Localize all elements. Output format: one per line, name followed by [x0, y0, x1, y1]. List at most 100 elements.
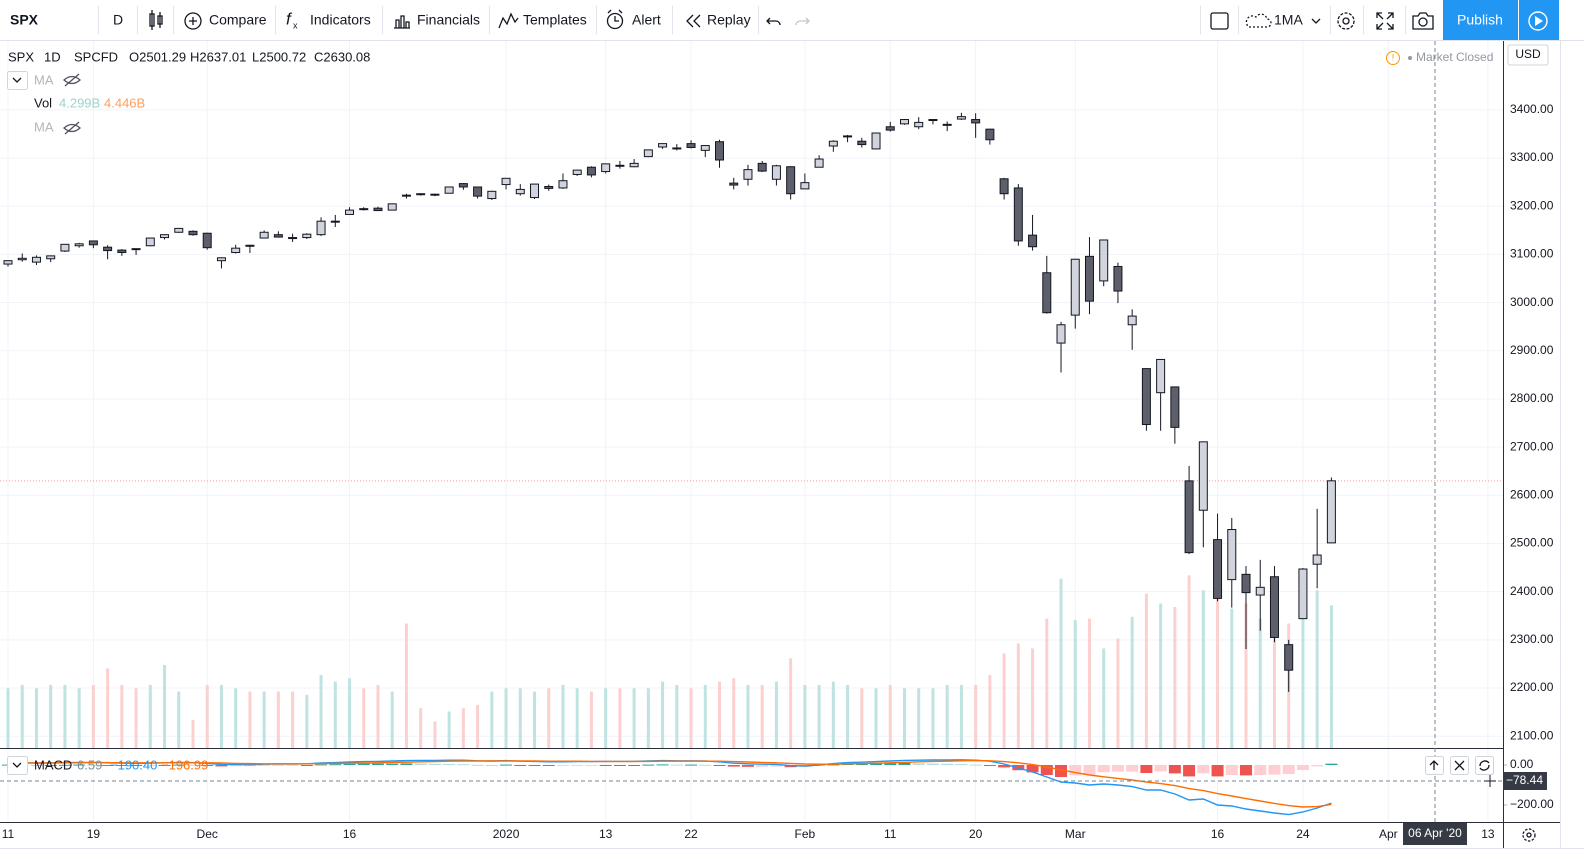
legend-volume-ma: 4.446B [104, 95, 145, 110]
maximize-pane-button[interactable] [1475, 756, 1494, 775]
legend-volume: Vol [34, 95, 52, 110]
x-tick-label: 11 [884, 827, 897, 841]
volume-bar [988, 674, 992, 748]
macd-histogram-bar [827, 764, 840, 766]
candle-body [473, 186, 483, 197]
candle-body [1056, 324, 1066, 344]
macd-histogram-bar [941, 763, 954, 765]
indicators-button[interactable]: f x Indicators [286, 9, 371, 30]
macd-histogram-bar [371, 763, 384, 765]
crosshair-date-bg [1403, 823, 1467, 845]
candle-body [686, 143, 696, 148]
volume-bar [1216, 598, 1220, 748]
volume-bar [1301, 598, 1305, 748]
icon: x [293, 20, 298, 30]
currency-badge[interactable] [1507, 44, 1549, 66]
macd-histogram-bar [770, 765, 783, 767]
volume-bar [49, 684, 53, 748]
y-tick-label: 2100.00 [1510, 728, 1554, 742]
fullscreen-button[interactable] [1376, 12, 1394, 30]
symbol-search[interactable]: SPX [10, 12, 39, 28]
volume-bar [1087, 618, 1091, 748]
volume-bar [1073, 620, 1077, 748]
redo-button[interactable] [795, 17, 810, 26]
volume-bar [945, 684, 949, 748]
macd-histogram-bar [670, 764, 683, 766]
candle-body [74, 243, 84, 247]
x-tick-label: 16 [343, 827, 357, 841]
legend-toggle[interactable] [7, 756, 28, 775]
volume-bar [888, 684, 892, 748]
legend-high: H2637.01 [190, 49, 246, 64]
candle-body [430, 193, 440, 196]
chart-style-button[interactable] [149, 10, 163, 30]
macd-histogram-bar [1083, 765, 1096, 775]
volume-bar [1159, 603, 1163, 748]
volume-bar [974, 684, 978, 748]
y-tick-label: −200.00 [1510, 797, 1554, 811]
compare-button[interactable]: Compare [184, 12, 267, 30]
hidden-eye[interactable] [63, 121, 81, 135]
macd-histogram-bar [215, 765, 228, 767]
layout-button[interactable] [1210, 12, 1229, 30]
y-tick-label: 2500.00 [1510, 536, 1554, 550]
y-tick-label: 2900.00 [1510, 343, 1554, 357]
crosshair-date: 06 Apr '20 [1408, 826, 1462, 840]
macd-histogram-bar [115, 765, 128, 766]
candle-body [1184, 480, 1194, 554]
interval-button[interactable]: D [113, 12, 123, 28]
alert-button[interactable]: Alert [606, 9, 661, 30]
macd-histogram-bar [870, 763, 883, 765]
macd-histogram-bar [73, 764, 86, 766]
volume-bar [163, 665, 167, 748]
crosshair-price-bg [1503, 772, 1547, 790]
macd-histogram-bar [158, 765, 171, 766]
candle-body [174, 227, 184, 233]
macd-histogram-bar [229, 765, 242, 767]
macd-histogram-bar [30, 765, 43, 766]
currency: USD [1515, 47, 1541, 61]
volume-bar [1173, 606, 1177, 748]
candle-body [914, 121, 924, 128]
macd-histogram-bar [471, 764, 484, 766]
y-tick-label: 2600.00 [1510, 487, 1554, 501]
axis-settings-button[interactable] [1522, 828, 1536, 842]
legend-toggle[interactable] [7, 71, 28, 90]
volume-bar [1016, 643, 1020, 748]
templates-button[interactable]: Templates [498, 12, 587, 29]
settings-button[interactable] [1337, 12, 1355, 30]
snapshot-button[interactable] [1412, 12, 1434, 30]
icon [1429, 760, 1439, 770]
icon [1454, 760, 1465, 771]
macd-histogram-bar [201, 765, 214, 766]
financials-button[interactable]: Financials [394, 12, 480, 29]
macd-histogram-bar [500, 764, 513, 766]
macd-histogram-bar [1311, 765, 1324, 767]
macd-title: MACD [34, 757, 72, 772]
volume-bar [404, 623, 408, 748]
hidden-eye[interactable] [63, 73, 81, 87]
macd-histogram-bar [144, 765, 157, 766]
macd-histogram-bar [713, 765, 726, 766]
x-tick-label: 11 [2, 827, 15, 841]
layout-save-button[interactable]: 1MA [1245, 12, 1321, 28]
volume-bar [461, 708, 465, 748]
candle-body [501, 177, 511, 186]
candle-body [117, 249, 127, 253]
volume-bar [1045, 618, 1049, 748]
publish-button[interactable]: Publish [1443, 0, 1518, 40]
replay-button[interactable]: Replay [686, 12, 751, 28]
macd-histogram-bar [628, 765, 641, 766]
candle-body [544, 185, 554, 189]
candle-body [1298, 568, 1308, 620]
volume-bar [675, 684, 679, 748]
candle-body [1141, 368, 1151, 425]
stream-button[interactable] [1519, 0, 1559, 40]
volume-bar [134, 688, 138, 748]
crosshair-price: −78.44 [1506, 773, 1543, 787]
undo-button[interactable] [766, 17, 781, 26]
candle-body [843, 135, 853, 138]
macd-histogram-bar [1183, 765, 1196, 777]
volume-bar [604, 688, 608, 748]
y-tick-label: 3000.00 [1510, 295, 1554, 309]
